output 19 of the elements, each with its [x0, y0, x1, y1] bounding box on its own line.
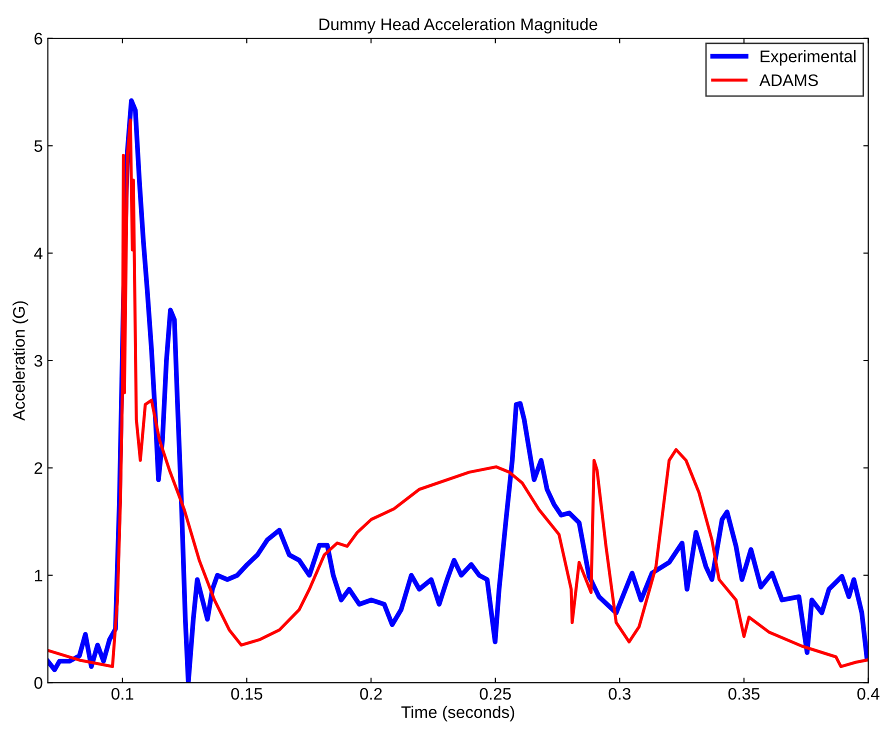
legend-label: Experimental: [760, 50, 856, 66]
y-tick-label: 6: [34, 32, 42, 45]
x-tick-label: 0.15: [231, 688, 262, 700]
x-tick-label: 0.4: [857, 688, 880, 700]
x-tick-label: 0.3: [608, 688, 631, 700]
y-tick-label: 5: [34, 140, 42, 152]
y-tick-label: 2: [34, 462, 42, 474]
x-tick-label: 0.2: [360, 688, 382, 700]
y-tick-label: 3: [34, 354, 42, 367]
x-tick-label: 0.25: [480, 688, 511, 700]
x-axis-title: Time (seconds): [401, 706, 514, 722]
x-tick-label: 0.35: [728, 688, 760, 700]
y-tick-label: 1: [34, 570, 42, 582]
chart-title: Dummy Head Acceleration Magnitude: [320, 18, 598, 34]
x-tick-label: 0.1: [111, 688, 134, 700]
legend-label: ADAMS: [759, 74, 818, 86]
y-axis-title: Acceleration (G): [12, 301, 28, 421]
y-tick-label: 4: [34, 248, 42, 260]
y-tick-label: 0: [34, 677, 42, 689]
